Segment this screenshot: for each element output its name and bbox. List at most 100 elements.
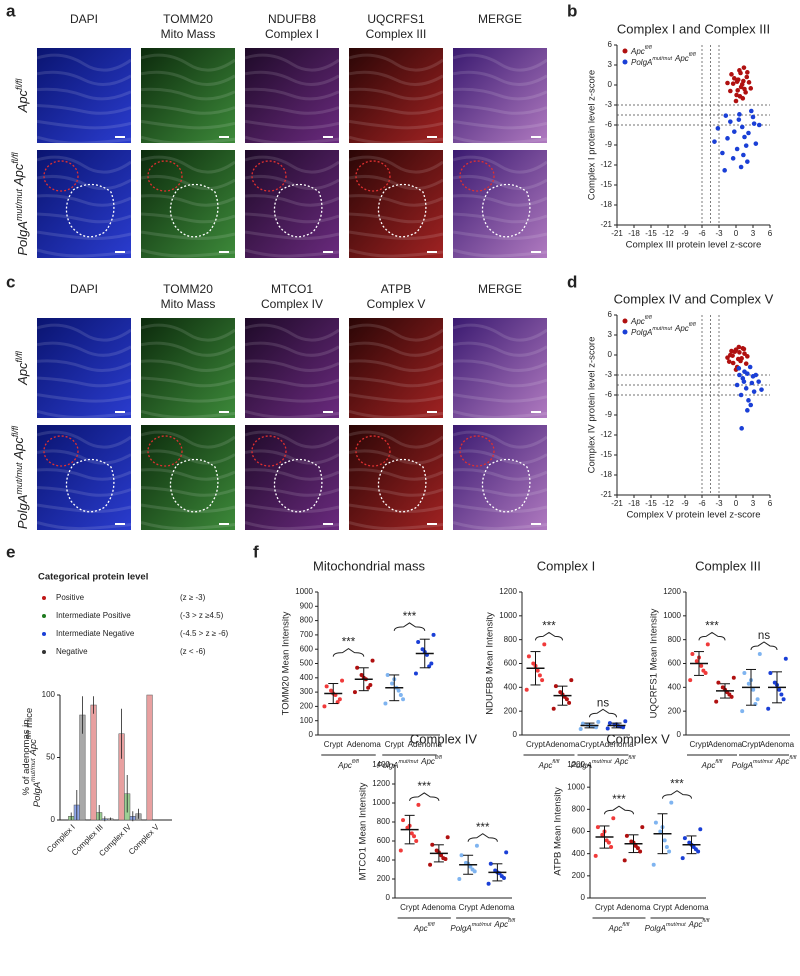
x-tick-label: Crypt — [459, 903, 479, 912]
data-point — [741, 379, 747, 384]
data-point — [430, 842, 435, 847]
data-point — [682, 836, 687, 841]
data-point — [569, 678, 574, 683]
x-tick-label: Adenoma — [708, 740, 743, 749]
tissue-texture — [348, 212, 444, 224]
tissue-texture — [452, 70, 548, 86]
data-point — [470, 867, 475, 872]
tissue-texture — [244, 521, 340, 531]
data-point — [416, 640, 421, 645]
data-point — [414, 839, 419, 843]
tissue-texture — [348, 104, 444, 115]
data-point — [742, 134, 747, 140]
micrograph — [141, 150, 235, 258]
data-point — [735, 88, 740, 93]
y-tick-label: 600 — [668, 659, 682, 668]
column-header: Complex III — [366, 27, 427, 41]
tissue-texture — [140, 430, 236, 449]
data-point — [355, 665, 360, 670]
data-point — [744, 74, 750, 80]
tissue-texture — [140, 155, 236, 174]
column-header: Mito Mass — [161, 27, 216, 41]
label-sup: fl/fl — [10, 151, 20, 163]
row-label: PolgAmut/mutApcfl/fl — [10, 151, 30, 255]
legend-condition: (z ≥ -3) — [180, 593, 206, 602]
label-sup: fl/fl — [508, 918, 516, 924]
data-point — [623, 719, 628, 724]
tissue-texture — [140, 521, 236, 531]
y-tick-label: 400 — [572, 849, 586, 858]
data-point — [715, 126, 721, 131]
data-point — [688, 678, 693, 683]
tissue-texture — [36, 175, 132, 191]
label-sup: fl/fl — [10, 425, 20, 437]
micrograph — [141, 318, 235, 418]
micrograph — [245, 150, 339, 258]
data-point — [690, 651, 695, 656]
data-point — [431, 632, 436, 637]
data-point — [385, 672, 390, 677]
data-point — [737, 94, 743, 99]
row-label: PolgAmut/mutApcfl/fl — [10, 425, 30, 529]
micrograph — [349, 48, 443, 143]
data-point — [777, 687, 782, 692]
label-part: Apc — [420, 757, 435, 766]
row-label: Apcfl/fl — [14, 350, 30, 386]
data-point — [635, 846, 640, 851]
label-part: PolgA — [450, 924, 471, 933]
data-point — [741, 152, 746, 158]
tissue-texture — [244, 393, 340, 403]
data-point — [730, 156, 736, 161]
tissue-texture — [36, 194, 132, 207]
tissue-texture — [36, 230, 132, 240]
region-outline — [43, 160, 79, 192]
region-outline — [459, 435, 495, 467]
data-point — [322, 704, 327, 709]
region-outline — [43, 435, 79, 467]
tissue-texture — [348, 323, 444, 342]
data-point — [738, 392, 744, 398]
tissue-texture — [140, 175, 236, 191]
micrograph — [37, 150, 131, 258]
data-point — [732, 349, 738, 354]
legend-condition: (z < -6) — [180, 647, 206, 656]
data-point — [750, 114, 756, 120]
y-tick-label: -21 — [600, 490, 612, 499]
data-point — [368, 682, 373, 687]
label-part: Apc — [15, 362, 30, 386]
data-point — [535, 668, 540, 673]
legend-condition: (-4.5 > z ≥ -6) — [180, 629, 229, 638]
data-point — [731, 675, 736, 680]
tissue-texture — [36, 53, 132, 72]
tissue-texture — [140, 486, 236, 497]
data-point — [420, 647, 425, 652]
y-tick-label: 200 — [572, 871, 586, 880]
legend-swatch — [622, 318, 628, 324]
tissue-texture — [36, 104, 132, 115]
tissue-texture — [140, 70, 236, 86]
region-outline — [251, 435, 287, 467]
data-point — [734, 146, 740, 152]
y-tick-label: -12 — [600, 160, 612, 169]
tissue-texture — [244, 212, 340, 224]
x-tick-label: Adenoma — [408, 740, 443, 749]
data-point — [337, 697, 342, 702]
data-point — [728, 119, 733, 124]
x-tick-label: Adenoma — [347, 740, 382, 749]
label-sup: mut/mut — [14, 189, 24, 221]
significance-label: *** — [403, 611, 417, 623]
tissue-texture — [140, 468, 236, 481]
tissue-texture — [452, 468, 548, 481]
panel-letter: f — [253, 542, 259, 561]
region-outline — [377, 458, 427, 513]
y-tick-label: 200 — [504, 706, 518, 715]
y-tick-label: 400 — [504, 682, 518, 691]
region-outline — [273, 183, 323, 238]
label-part: Apc — [630, 47, 645, 56]
x-tick-label: Adenoma — [616, 903, 651, 912]
data-point — [667, 849, 672, 854]
tissue-texture — [452, 393, 548, 403]
significance-bracket — [604, 805, 634, 815]
tissue-texture — [244, 194, 340, 207]
column-header: NDUFB8 — [268, 12, 316, 26]
